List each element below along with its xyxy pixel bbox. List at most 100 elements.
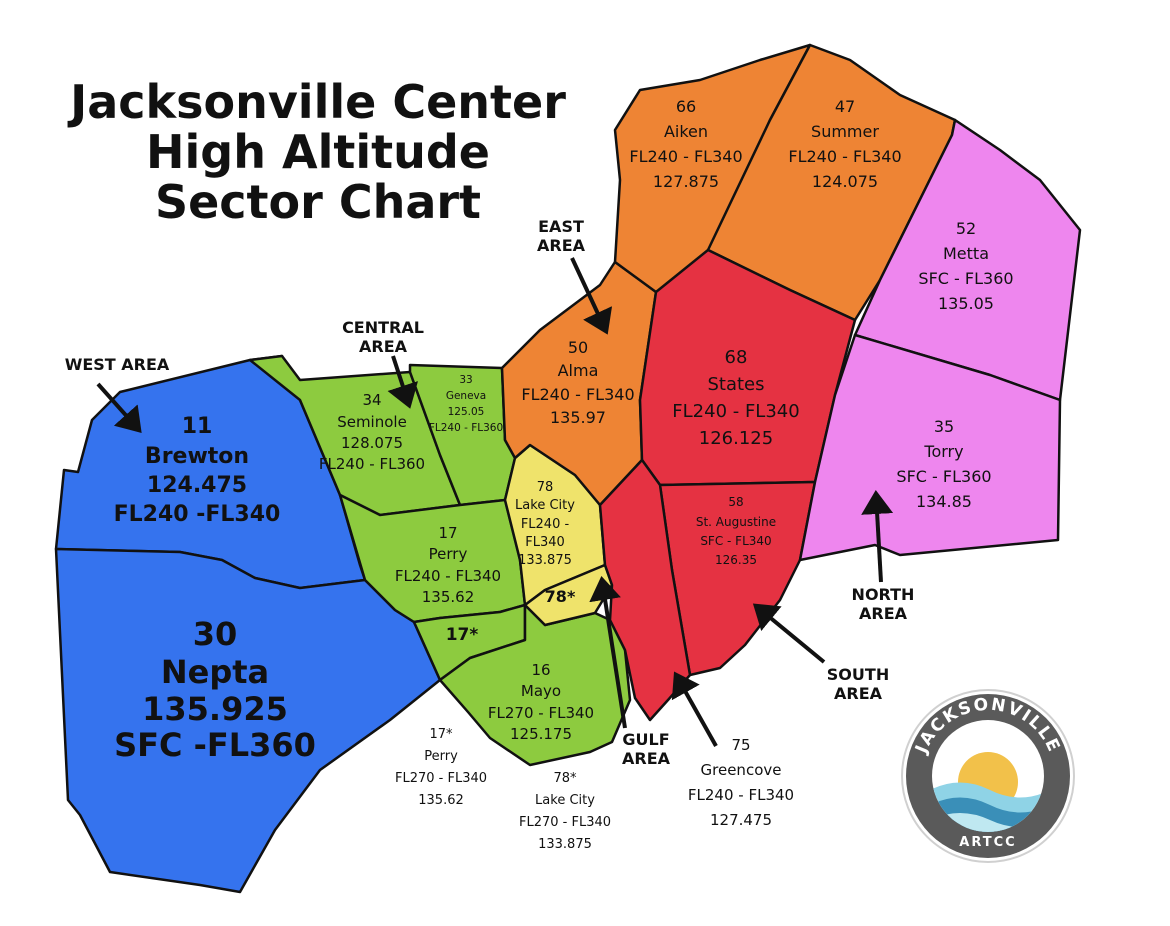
title-line-1: Jacksonville Center [67,75,566,129]
area-label-line: CENTRAL [342,318,424,337]
label-sector-47: 47 Summer FL240 - FL340 124.075 [788,97,901,191]
sector-altitude: FL240 - FL340 [521,385,634,404]
label-sector-17: 17 Perry FL240 - FL340 135.62 [395,524,501,606]
arrow-west-area [96,382,142,433]
sector-frequency: 124.075 [812,172,878,191]
sector-name: St. Augustine [696,515,776,529]
title-line-3: Sector Chart [155,175,481,229]
arrow-central-area [387,355,419,409]
sector-altitude: SFC - FL360 [918,269,1013,288]
sector-name: Geneva [446,390,486,402]
sector-id: 68 [725,347,748,368]
sector-altitude: FL240 - FL340 [672,401,799,422]
label-sector-78: 78 Lake City FL240 - FL340 133.875 [515,480,575,568]
sector-frequency: 135.97 [550,408,606,427]
note-line: Greencove [701,761,782,779]
sector-name: Nepta [161,653,269,691]
sector-frequency: 125.175 [510,725,572,743]
sector-name: Torry [923,442,963,461]
label-sector-52: 52 Metta SFC - FL360 135.05 [918,219,1013,313]
label-sector-33: 33 Geneva 125.05 FL240 - FL360 [429,374,503,434]
sector-16-mayo [438,603,632,767]
area-label-line: GULF [622,730,669,749]
area-label-line: AREA [537,236,586,255]
sector-frequency: 128.075 [341,434,403,452]
area-label-line: AREA [834,684,883,703]
logo-bottom-text: ARTCC [959,835,1016,850]
sector-altitude: FL240 - FL340 [788,147,901,166]
note-line: 135.62 [418,793,464,808]
label-sector-58: 58 St. Augustine SFC - FL340 126.35 [696,495,776,567]
label-sector-17-star: 17* [446,625,479,645]
sector-altitude: FL240 - FL360 [429,422,503,434]
sector-frequency: 125.05 [448,406,485,418]
sector-frequency: 124.475 [147,473,247,498]
sector-id: 47 [835,97,855,116]
area-label-gulf: GULF AREA [622,730,671,768]
area-label-line: SOUTH [827,665,889,684]
note-line: Perry [424,749,458,764]
note-line: FL270 - FL340 [519,815,611,830]
jacksonville-artcc-logo: JACKSONVILLE ARTCC [901,689,1075,863]
sector-altitude-low: FL240 - [521,517,570,532]
sector-altitude: FL240 -FL340 [114,502,281,527]
note-line: 17* [429,727,453,742]
note-line: 133.875 [538,837,592,852]
arrow-east-area [570,257,613,335]
sector-altitude: SFC - FL360 [896,467,991,486]
sector-frequency: 133.875 [518,553,572,568]
label-sector-34: 34 Seminole 128.075 FL240 - FL360 [319,391,425,473]
sector-frequency: 134.85 [916,492,972,511]
area-label-east: EAST AREA [537,217,586,255]
area-label-north: NORTH AREA [852,585,915,623]
sector-altitude: FL240 - FL360 [319,455,425,473]
sector-altitude: FL240 - FL340 [629,147,742,166]
arrow-greencove [671,671,718,747]
arrow-south-area [752,603,826,664]
sector-name: States [707,374,764,395]
sector-frequency: 126.35 [715,553,757,567]
area-label-south: SOUTH AREA [827,665,889,703]
sector-frequency: 127.875 [653,172,719,191]
sector-name: Mayo [521,682,561,700]
sector-name: Lake City [515,498,575,513]
sector-frequency: 135.925 [142,690,288,728]
sector-id: 66 [676,97,696,116]
sector-id: 34 [362,391,381,409]
label-sector-68: 68 States FL240 - FL340 126.125 [672,347,799,449]
sector-id: 17 [438,524,457,542]
sector-id: 78 [537,480,554,495]
sector-frequency: 135.62 [422,588,475,606]
area-label-line: AREA [359,337,408,356]
label-sector-35: 35 Torry SFC - FL360 134.85 [896,417,991,511]
area-label-line: AREA [859,604,908,623]
note-17-star-perry: 17* Perry FL270 - FL340 135.62 [395,727,487,808]
sector-id: 16 [531,661,550,679]
sector-id: 33 [459,374,472,386]
sector-name: Metta [943,244,989,263]
note-line: 127.475 [710,811,772,829]
area-label-line: NORTH [852,585,915,604]
chart-title: Jacksonville Center High Altitude Sector… [67,75,566,229]
note-78-star-lake-city: 78* Lake City FL270 - FL340 133.875 [519,771,611,852]
label-sector-30: 30 Nepta 135.925 SFC -FL360 [114,615,316,764]
area-label-line: EAST [538,217,584,236]
label-sector-11: 11 Brewton 124.475 FL240 -FL340 [114,414,281,527]
arrow-gulf-area [589,576,627,729]
sector-frequency: 126.125 [699,428,773,449]
note-line: 75 [731,736,750,754]
arrow-north-area [861,490,894,583]
sector-name: Alma [558,361,599,380]
label-sector-66: 66 Aiken FL240 - FL340 127.875 [629,97,742,191]
note-line: FL270 - FL340 [395,771,487,786]
sector-id: 11 [182,414,213,439]
note-line: FL240 - FL340 [688,786,794,804]
sector-id: 50 [568,338,588,357]
sector-name: Aiken [664,122,708,141]
title-line-2: High Altitude [146,125,490,179]
sector-altitude: SFC -FL360 [114,726,316,764]
area-label-line: AREA [622,749,671,768]
sector-id: 58 [728,495,743,509]
